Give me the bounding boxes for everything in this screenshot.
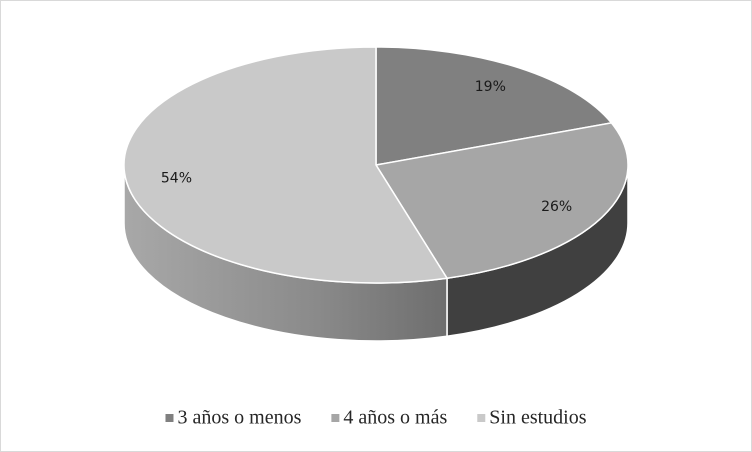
legend-label: 4 años o más: [343, 407, 447, 429]
legend-swatch: [477, 414, 486, 422]
legend-swatch: [165, 414, 174, 422]
legend: 3 años o menos 4 años o más Sin estudios: [165, 407, 587, 429]
slice: [374, 122, 629, 280]
slice: [123, 46, 449, 284]
data-label: 26%: [541, 199, 572, 215]
slice: [375, 46, 613, 166]
data-label: 19%: [475, 79, 506, 95]
pie: 19% 26% 54%: [123, 46, 629, 342]
data-label: 54%: [161, 170, 192, 186]
legend-label: 3 años o menos: [177, 407, 301, 429]
legend-swatch: [331, 414, 340, 422]
legend-label: Sin estudios: [489, 407, 586, 429]
